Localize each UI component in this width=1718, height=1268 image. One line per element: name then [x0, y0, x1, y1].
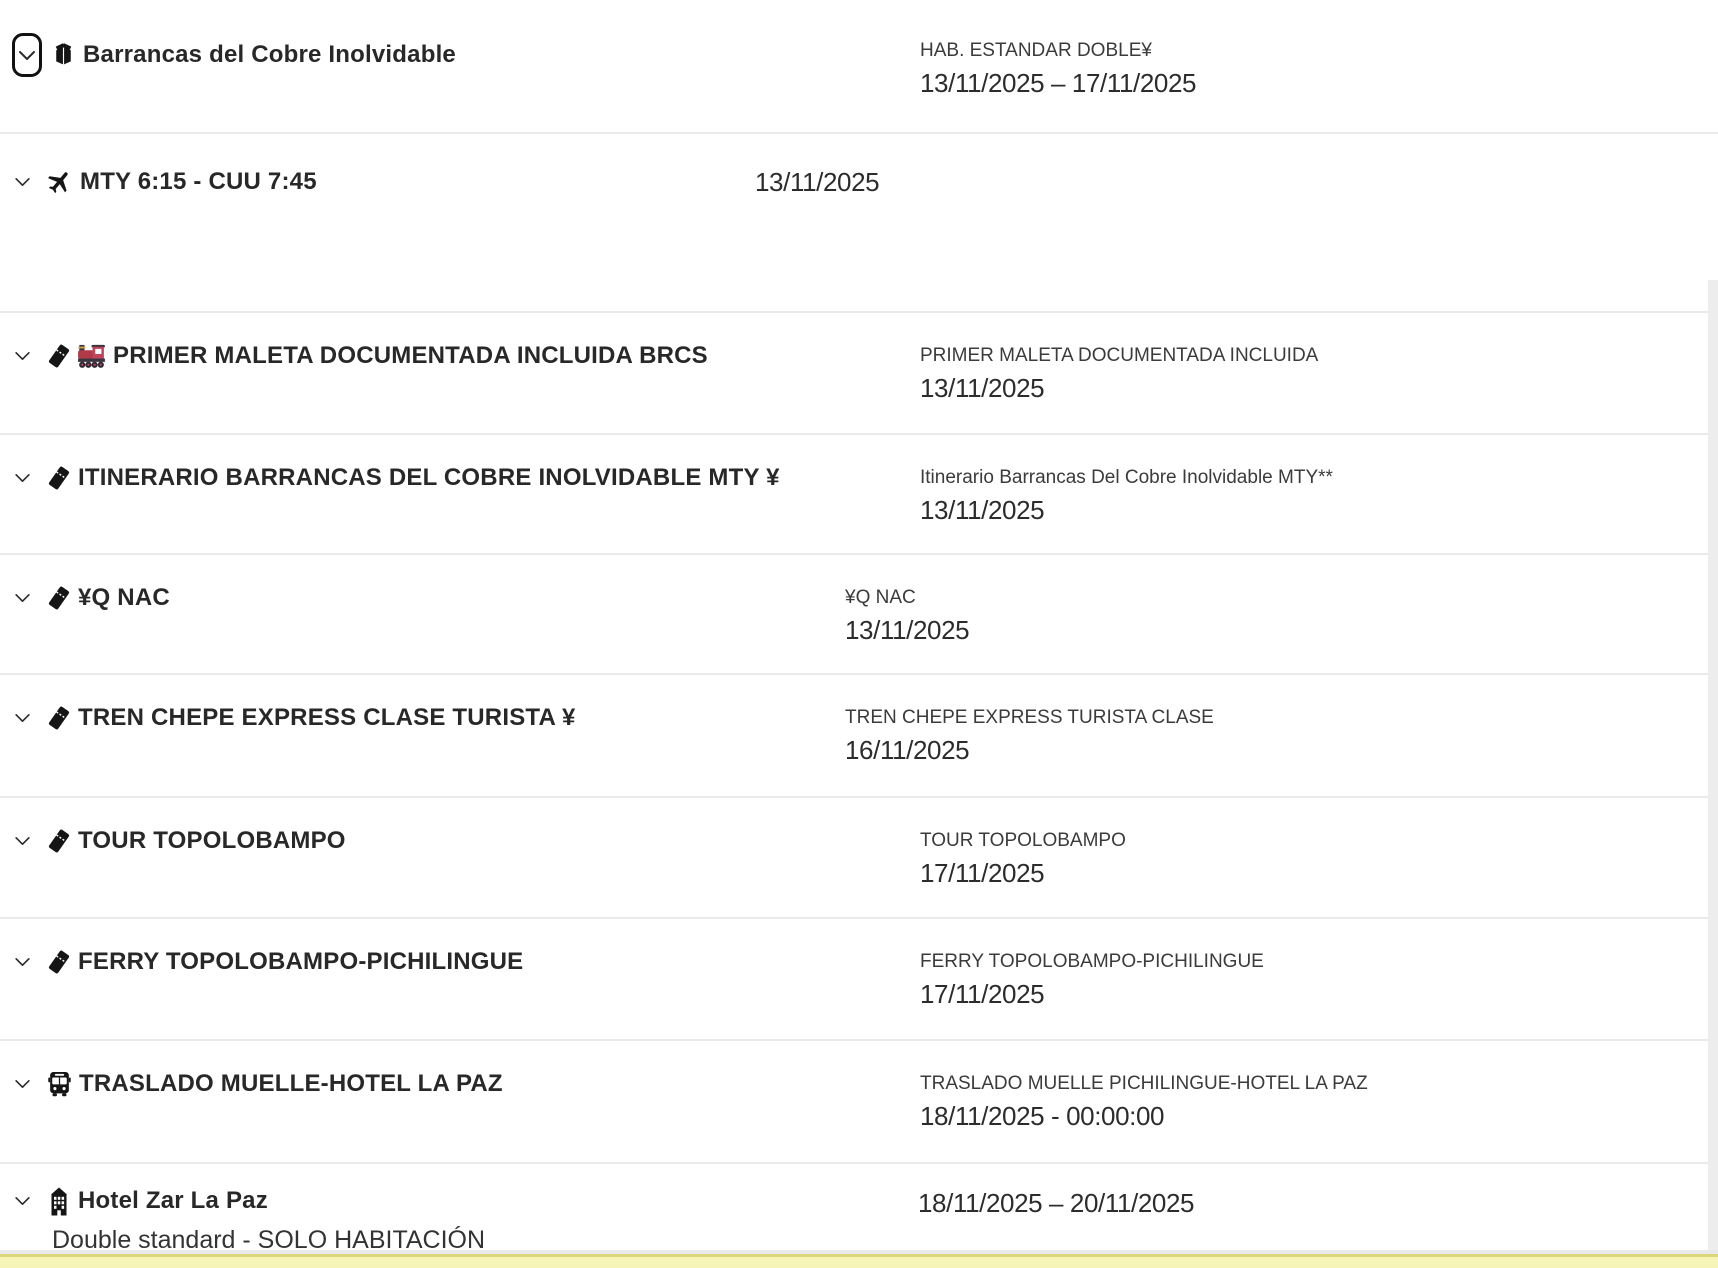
row-subtitle: Itinerario Barrancas Del Cobre Inolvidab… [920, 467, 1333, 488]
expand-toggle-button[interactable] [12, 1196, 32, 1206]
chevron-down-icon [14, 714, 30, 722]
chevron-down-icon [19, 50, 35, 60]
row-title: MTY 6:15 - CUU 7:45 [80, 168, 317, 195]
row-subtitle: TRASLADO MUELLE PICHILINGUE-HOTEL LA PAZ [920, 1073, 1368, 1094]
row-title: Hotel Zar La Paz [78, 1187, 268, 1214]
row-title: ¥Q NAC [78, 584, 170, 611]
expand-toggle-button[interactable] [12, 957, 32, 967]
itinerary-row-tour-topolobampo: TOUR TOPOLOBAMPO TOUR TOPOLOBAMPO 17/11/… [0, 796, 1718, 917]
ticket-icon [48, 829, 70, 853]
chevron-down-icon [14, 837, 30, 845]
ticket-icon [48, 466, 70, 490]
expand-toggle-button[interactable] [12, 473, 32, 483]
row-date: 16/11/2025 [845, 735, 970, 765]
row-room-description: Double standard - SOLO HABITACIÓN [52, 1226, 486, 1254]
expand-toggle-button[interactable] [12, 351, 32, 361]
expand-toggle-button[interactable] [12, 177, 32, 187]
row-date: 18/11/2025 - 00:00:00 [920, 1101, 1165, 1131]
row-title: ITINERARIO BARRANCAS DEL COBRE INOLVIDAB… [78, 464, 780, 491]
itinerary-row-flight: MTY 6:15 - CUU 7:45 13/11/2025 [0, 132, 1718, 311]
chevron-down-icon [14, 474, 30, 482]
itinerary-row-ferry: FERRY TOPOLOBAMPO-PICHILINGUE FERRY TOPO… [0, 917, 1718, 1039]
ticket-icon [48, 344, 70, 368]
ticket-icon [48, 950, 70, 974]
chevron-down-icon [14, 594, 30, 602]
row-subtitle: ¥Q NAC [845, 587, 916, 608]
package-icon [55, 42, 72, 65]
chevron-down-icon [14, 178, 30, 186]
chevron-down-icon [14, 352, 30, 360]
chevron-down-icon [14, 1197, 30, 1205]
airplane-icon [48, 172, 68, 194]
chevron-down-icon [14, 958, 30, 966]
row-title: TOUR TOPOLOBAMPO [78, 827, 346, 854]
row-subtitle: HAB. ESTANDAR DOBLE¥ [920, 40, 1152, 61]
expand-toggle-button[interactable] [12, 593, 32, 603]
row-date-range: 18/11/2025 – 20/11/2025 [918, 1188, 1195, 1218]
locomotive-icon [78, 344, 105, 368]
row-date: 13/11/2025 [755, 167, 880, 197]
bottom-divider [0, 1250, 1718, 1254]
row-title: PRIMER MALETA DOCUMENTADA INCLUIDA BRCS [113, 342, 708, 369]
expand-toggle-button[interactable] [12, 1079, 32, 1089]
row-title: TRASLADO MUELLE-HOTEL LA PAZ [79, 1070, 503, 1097]
expand-toggle-button[interactable] [12, 836, 32, 846]
expand-toggle-button[interactable] [12, 33, 42, 77]
row-date: 13/11/2025 [920, 495, 1045, 525]
row-title: TREN CHEPE EXPRESS CLASE TURISTA ¥ [78, 704, 576, 731]
itinerary-row-traslado: TRASLADO MUELLE-HOTEL LA PAZ TRASLADO MU… [0, 1039, 1718, 1162]
hotel-icon [51, 1187, 67, 1215]
itinerary-row-tren-chepe: TREN CHEPE EXPRESS CLASE TURISTA ¥ TREN … [0, 673, 1718, 796]
row-subtitle: TOUR TOPOLOBAMPO [920, 830, 1126, 851]
row-subtitle: PRIMER MALETA DOCUMENTADA INCLUIDA [920, 345, 1319, 366]
chevron-down-icon [14, 1080, 30, 1088]
row-title: Barrancas del Cobre Inolvidable [83, 41, 456, 68]
row-date: 13/11/2025 [845, 615, 970, 645]
highlighted-row-strip [0, 1254, 1718, 1268]
itinerary-row-baggage: PRIMER MALETA DOCUMENTADA INCLUIDA BRCS … [0, 311, 1718, 433]
row-date: 13/11/2025 [920, 373, 1045, 403]
vertical-scrollbar[interactable] [1708, 280, 1718, 1254]
ticket-icon [48, 706, 70, 730]
row-date: 17/11/2025 [920, 979, 1045, 1009]
row-date-range: 13/11/2025 – 17/11/2025 [920, 68, 1197, 98]
itinerary-row-package: Barrancas del Cobre Inolvidable HAB. EST… [0, 0, 1718, 132]
ticket-icon [48, 586, 70, 610]
itinerary-row-hotel: Hotel Zar La Paz Double standard - SOLO … [0, 1162, 1718, 1268]
row-date: 17/11/2025 [920, 858, 1045, 888]
row-subtitle: TREN CHEPE EXPRESS TURISTA CLASE [845, 707, 1214, 728]
itinerary-row-q-nac: ¥Q NAC ¥Q NAC 13/11/2025 [0, 553, 1718, 673]
bus-icon [48, 1072, 71, 1097]
expand-toggle-button[interactable] [12, 713, 32, 723]
itinerary-row-itinerario: ITINERARIO BARRANCAS DEL COBRE INOLVIDAB… [0, 433, 1718, 553]
row-subtitle: FERRY TOPOLOBAMPO-PICHILINGUE [920, 951, 1264, 972]
row-title: FERRY TOPOLOBAMPO-PICHILINGUE [78, 948, 524, 975]
